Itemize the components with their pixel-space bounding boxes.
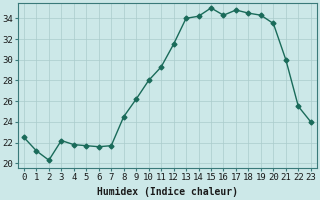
X-axis label: Humidex (Indice chaleur): Humidex (Indice chaleur) (97, 187, 238, 197)
